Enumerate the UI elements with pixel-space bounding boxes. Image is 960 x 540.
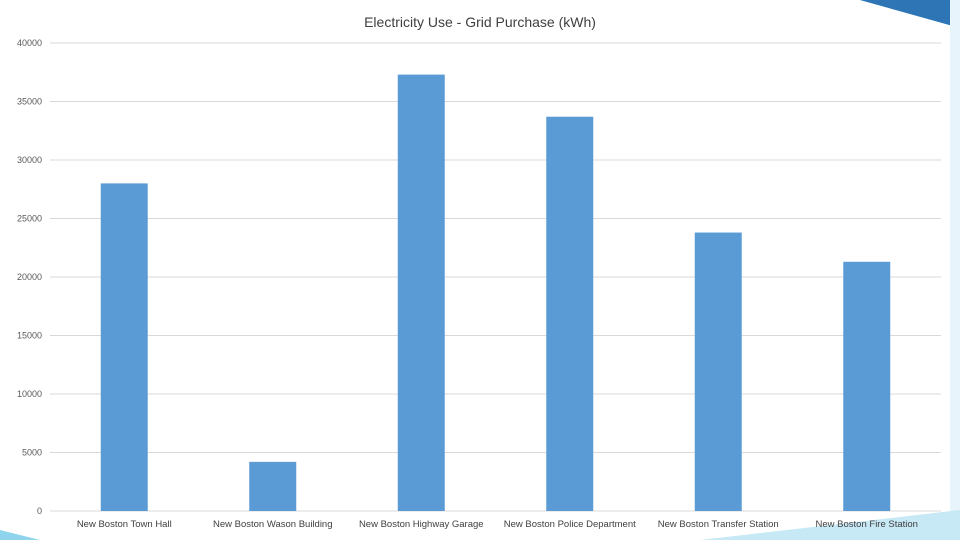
y-tick-label: 5000	[22, 448, 42, 458]
x-axis-category-labels: New Boston Town Hall New Boston Wason Bui…	[77, 519, 918, 530]
x-category-label: New Boston Transfer Station	[658, 519, 779, 530]
bar-5	[694, 232, 742, 512]
bar-2	[249, 461, 297, 511]
y-tick-label: 30000	[17, 155, 42, 165]
bar-4	[546, 116, 594, 512]
x-category-label: New Boston Town Hall	[77, 519, 172, 530]
bar-1	[100, 183, 148, 511]
bar-3	[397, 74, 445, 511]
y-tick-label: 40000	[17, 38, 42, 48]
y-tick-label: 15000	[17, 331, 42, 341]
chart-title: Electricity Use - Grid Purchase (kWh)	[364, 14, 596, 30]
y-axis-tick-labels: 0 5000 10000 15000 20000 25000 30000 35000 40000	[17, 38, 42, 516]
x-category-label: New Boston Fire Station	[816, 519, 918, 530]
y-tick-label: 35000	[17, 97, 42, 107]
x-category-label: New Boston Wason Building	[213, 519, 333, 530]
x-category-label: New Boston Police Department	[504, 519, 636, 530]
y-tick-label: 0	[37, 506, 42, 516]
x-category-label: New Boston Highway Garage	[359, 519, 484, 530]
gridlines	[50, 42, 941, 512]
y-tick-label: 20000	[17, 272, 42, 282]
bars	[100, 74, 891, 512]
bar-6	[843, 261, 891, 511]
y-tick-label: 25000	[17, 214, 42, 224]
y-tick-label: 10000	[17, 389, 42, 399]
